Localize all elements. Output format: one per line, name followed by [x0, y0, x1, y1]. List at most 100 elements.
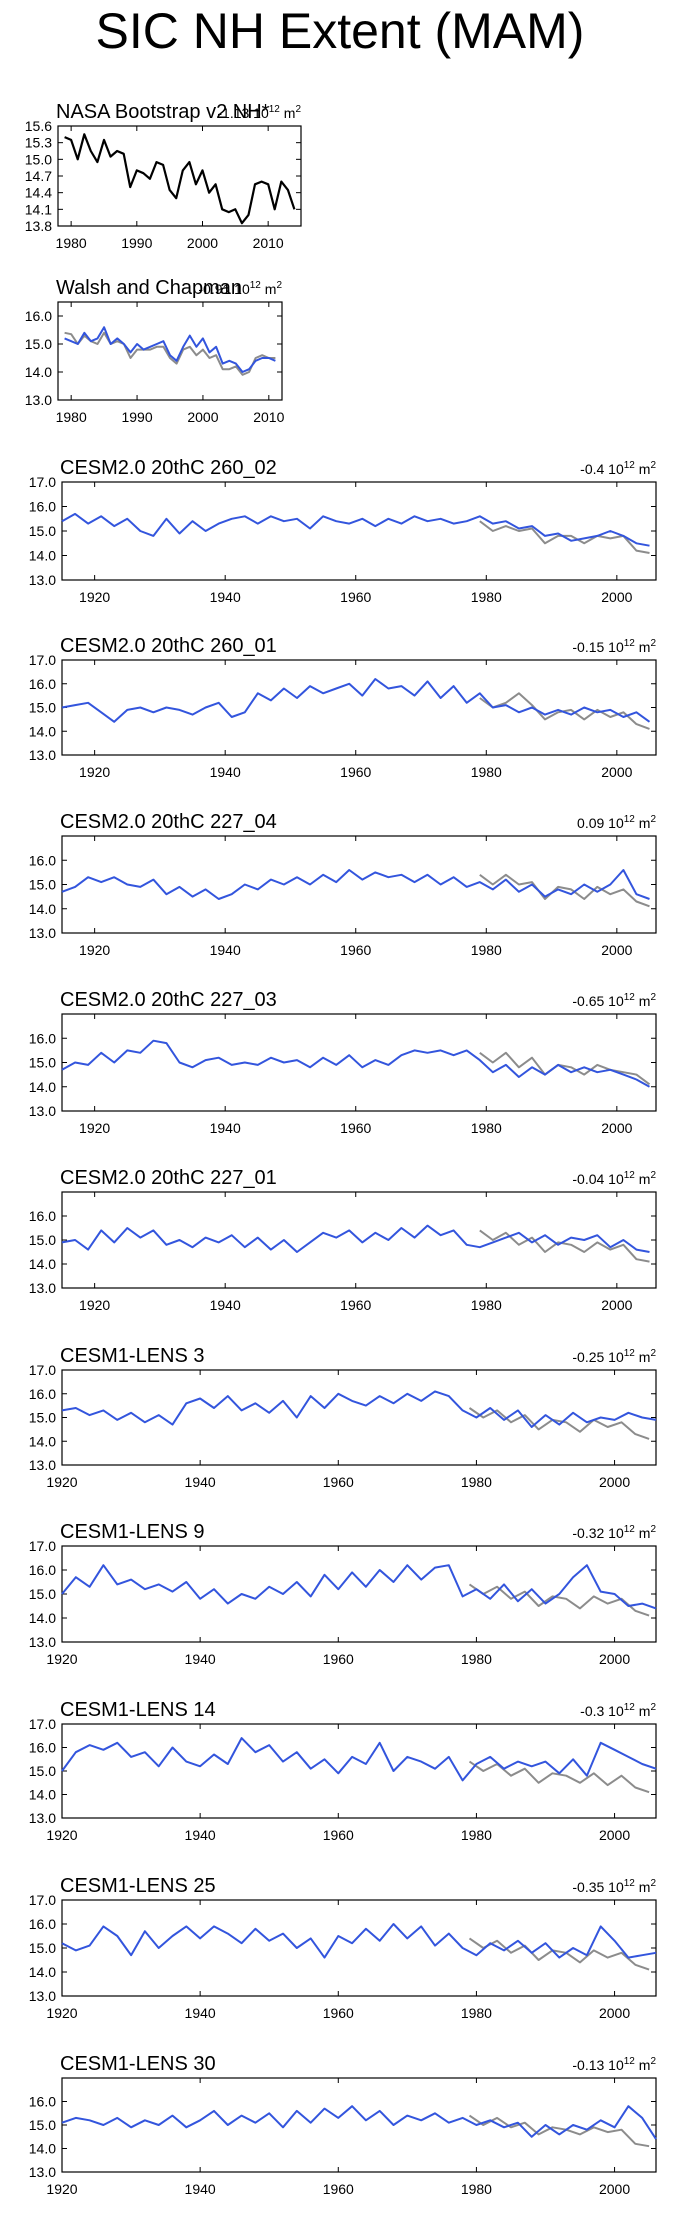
- trend-trend-value: -0.65 10: [572, 993, 624, 1009]
- x-tick-label: 1940: [210, 1297, 241, 1313]
- trend-trend-unit-suffix: m: [635, 1171, 651, 1187]
- panel-11: CESM1-LENS 25 -0.35 1012 m2 13.0 14.0 15.0 16…: [29, 1875, 657, 2021]
- y-tick-label: 17.0: [29, 1892, 56, 1908]
- x-tick-label: 2000: [599, 1651, 630, 1667]
- series-line-reference: [479, 520, 650, 554]
- y-tick-label: 14.0: [29, 1256, 56, 1272]
- y-tick-label: 15.0: [29, 1586, 56, 1602]
- y-tick-label: 14.7: [25, 168, 52, 184]
- panel-title: CESM1-LENS 14: [60, 1699, 216, 1721]
- y-tick-label: 16.0: [29, 1562, 56, 1578]
- trend-trend-unit-exp2: 2: [650, 638, 656, 649]
- plot-frame: [61, 1899, 657, 1997]
- x-tick-label: 1920: [46, 1827, 77, 1843]
- panel-title: CESM2.0 20thC 227_04: [60, 811, 277, 833]
- trend-trend-value: -0.32 10: [572, 1525, 624, 1541]
- series-line-model: [61, 512, 650, 547]
- trend-trend-value: -0.25 10: [572, 1349, 624, 1365]
- x-tick-label: 1980: [461, 1474, 492, 1490]
- panel-title: CESM1-LENS 25: [60, 1875, 216, 1897]
- panel-10: CESM1-LENS 14 -0.3 1012 m2 13.0 14.0 15.0 16.…: [29, 1699, 657, 1843]
- trend-trend-value: -1.13 10: [217, 105, 269, 121]
- series-line-model: [61, 1923, 657, 1959]
- y-tick-label: 14.1: [25, 201, 52, 217]
- y-tick-label: 13.8: [25, 218, 52, 234]
- trend-trend-value: -0.35 10: [572, 1879, 624, 1895]
- y-tick-label: 14.0: [29, 1964, 56, 1980]
- x-tick-label: 2000: [599, 1474, 630, 1490]
- plot-frame: [61, 1545, 657, 1643]
- trend-label: 0.09 1012 m2: [577, 814, 656, 831]
- panel-9: CESM1-LENS 9 -0.32 1012 m2 13.0 14.0 15.0 16.…: [29, 1521, 657, 1667]
- y-tick-label: 15.0: [29, 2117, 56, 2133]
- panel-title: CESM1-LENS 9: [60, 1521, 205, 1543]
- plot-frame: [61, 1723, 657, 1819]
- x-tick-label: 1960: [340, 1297, 371, 1313]
- trend-label: -0.65 1012 m2: [572, 992, 656, 1009]
- trend-trend-unit-suffix: m: [280, 105, 296, 121]
- trend-label: -0.91 1012 m2: [198, 280, 282, 297]
- y-tick-label: 13.0: [29, 1103, 56, 1119]
- panel-title: CESM2.0 20thC 227_01: [60, 1167, 277, 1189]
- trend-trend-unit-suffix: m: [635, 815, 651, 831]
- x-tick-label: 1980: [461, 1651, 492, 1667]
- x-tick-label: 1940: [210, 764, 241, 780]
- plot-frame: [61, 835, 657, 934]
- y-tick-label: 17.0: [29, 1538, 56, 1554]
- series-line-reference: [468, 1407, 650, 1440]
- x-tick-label: 1940: [185, 1827, 216, 1843]
- trend-trend-value: -0.15 10: [572, 639, 624, 655]
- y-tick-label: 16.0: [29, 676, 56, 692]
- y-tick-label: 16.0: [25, 308, 52, 324]
- x-tick-label: 2000: [599, 2181, 630, 2197]
- y-tick-label: 16.0: [29, 1386, 56, 1402]
- trend-trend-value: 0.09 10: [577, 815, 624, 831]
- series-line-reference: [468, 2114, 650, 2148]
- panel-8: CESM1-LENS 3 -0.25 1012 m2 13.0 14.0 15.0 16.…: [29, 1345, 657, 1490]
- panel-4: CESM2.0 20thC 260_01 -0.15 1012 m2 13.0 14.…: [29, 635, 657, 780]
- trend-trend-unit-exp2: 2: [276, 280, 282, 291]
- series-line-model: [61, 869, 650, 900]
- trend-trend-value: -0.13 10: [572, 2057, 624, 2073]
- y-tick-label: 15.0: [29, 1940, 56, 1956]
- trend-trend-unit-exp2: 2: [650, 814, 656, 825]
- x-tick-label: 1960: [323, 1827, 354, 1843]
- y-tick-label: 13.0: [29, 747, 56, 763]
- trend-trend-value: -0.91 10: [198, 281, 250, 297]
- panel-title: CESM2.0 20thC 227_03: [60, 989, 277, 1011]
- y-tick-label: 17.0: [29, 652, 56, 668]
- x-tick-label: 1980: [471, 1120, 502, 1136]
- panel-title: CESM2.0 20thC 260_01: [60, 635, 277, 657]
- x-tick-label: 1980: [471, 942, 502, 958]
- trend-trend-unit-suffix: m: [635, 1703, 651, 1719]
- y-tick-label: 16.0: [29, 1208, 56, 1224]
- y-tick-label: 14.4: [25, 185, 52, 201]
- y-tick-label: 13.0: [29, 2164, 56, 2180]
- trend-trend-value: -0.4 10: [580, 461, 624, 477]
- trend-trend-unit-exp2: 2: [650, 2056, 656, 2067]
- y-tick-label: 13.0: [29, 1988, 56, 2004]
- y-tick-label: 14.0: [29, 723, 56, 739]
- trend-trend-unit-suffix: m: [261, 281, 277, 297]
- trend-trend-unit-suffix: m: [635, 1879, 651, 1895]
- trend-trend-unit-exp: 12: [624, 1170, 636, 1181]
- x-tick-label: 1940: [210, 942, 241, 958]
- x-tick-label: 1920: [79, 942, 110, 958]
- x-tick-label: 1960: [323, 2181, 354, 2197]
- y-tick-label: 17.0: [29, 1716, 56, 1732]
- trend-trend-unit-exp: 12: [624, 1702, 636, 1713]
- y-tick-label: 15.0: [29, 877, 56, 893]
- x-tick-label: 1980: [56, 235, 87, 251]
- x-tick-label: 1980: [461, 1827, 492, 1843]
- trend-label: -1.13 1012 m2: [217, 104, 301, 121]
- trend-trend-unit-exp: 12: [624, 460, 636, 471]
- x-tick-label: 2000: [601, 764, 632, 780]
- panel-5: CESM2.0 20thC 227_04 0.09 1012 m2 13.0 14.0…: [29, 811, 657, 958]
- trend-label: -0.32 1012 m2: [572, 1524, 656, 1541]
- y-tick-label: 15.6: [25, 118, 52, 134]
- x-tick-label: 1940: [210, 1120, 241, 1136]
- x-tick-label: 2000: [601, 1120, 632, 1136]
- y-tick-label: 14.0: [29, 1433, 56, 1449]
